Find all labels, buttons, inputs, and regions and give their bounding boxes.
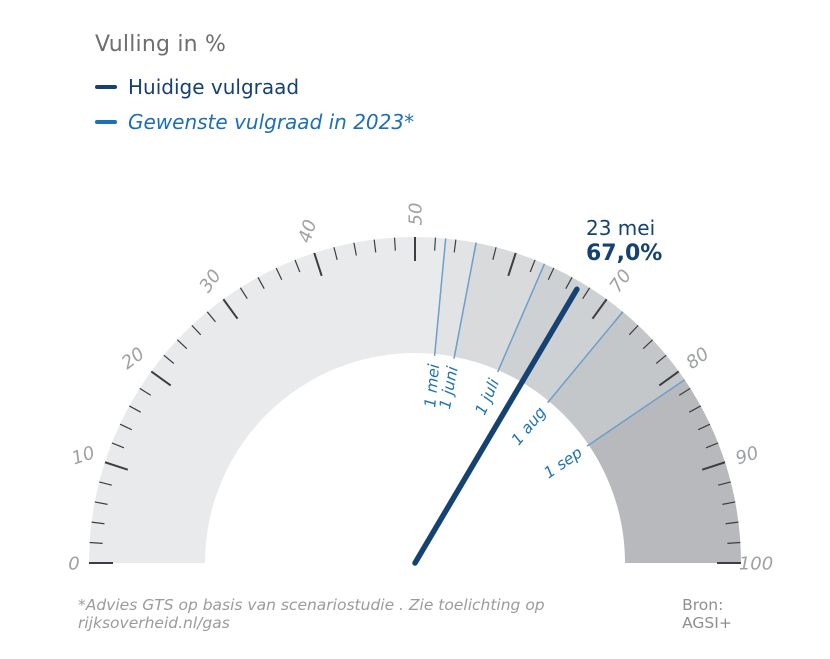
gauge-tick bbox=[725, 521, 739, 525]
gauge-tick bbox=[492, 247, 497, 260]
gauge-tick bbox=[705, 442, 719, 449]
gauge-tick bbox=[91, 521, 105, 525]
axis-tick-label: 50 bbox=[405, 203, 426, 226]
footer: *Advies GTS op basis van scenariostudie … bbox=[78, 596, 775, 632]
gauge-tick bbox=[655, 354, 667, 364]
target-date-label: 1 aug bbox=[508, 403, 550, 448]
gauge-tick bbox=[191, 324, 202, 336]
gauge-tick bbox=[565, 277, 573, 290]
gauge-band bbox=[89, 237, 446, 563]
gauge-band bbox=[548, 311, 685, 445]
gauge-tick bbox=[727, 541, 741, 544]
gauge-band bbox=[454, 242, 545, 371]
gauge-tick bbox=[111, 442, 125, 449]
gauge-tick bbox=[206, 311, 216, 323]
gauge-tick bbox=[176, 339, 188, 350]
gauge-tick bbox=[333, 247, 338, 260]
target-line bbox=[586, 379, 686, 447]
target-line bbox=[453, 242, 477, 359]
gauge-tick bbox=[453, 239, 457, 253]
gauge-tick bbox=[294, 259, 301, 273]
gauge-tick bbox=[139, 387, 152, 396]
target-date-label: 1 juli bbox=[472, 375, 504, 417]
target-date-label: 1 sep bbox=[541, 443, 586, 482]
legend-item-current: Huidige vulgraad bbox=[95, 75, 414, 99]
gauge-tick bbox=[150, 370, 172, 387]
axis-tick-label: 70 bbox=[606, 266, 636, 297]
gauge-tick bbox=[722, 501, 736, 505]
axis-tick-label: 80 bbox=[682, 343, 713, 373]
gauge-tick bbox=[628, 324, 639, 336]
gauge-tick bbox=[257, 277, 265, 290]
gauge-tick bbox=[393, 237, 396, 251]
legend-item-target: Gewenste vulgraad in 2023* bbox=[95, 110, 414, 134]
gauge-tick bbox=[688, 405, 701, 413]
legend-label-current: Huidige vulgraad bbox=[128, 75, 300, 99]
target-line bbox=[547, 311, 624, 404]
gauge-band bbox=[434, 238, 477, 357]
target-line bbox=[433, 238, 447, 356]
gauge-band bbox=[588, 379, 741, 563]
target-line-swatch-icon bbox=[95, 120, 117, 124]
gauge-tick bbox=[658, 370, 680, 387]
gauge-tick bbox=[222, 298, 239, 320]
legend: Huidige vulgraad Gewenste vulgraad in 20… bbox=[95, 75, 414, 134]
axis-tick-label: 90 bbox=[733, 442, 761, 469]
gauge-tick bbox=[591, 298, 608, 320]
gauge-tick bbox=[89, 541, 103, 544]
footnote: *Advies GTS op basis van scenariostudie … bbox=[78, 596, 545, 632]
gauge-tick bbox=[642, 339, 654, 350]
gauge-tick bbox=[701, 461, 726, 471]
axis-tick-label: 10 bbox=[69, 442, 97, 469]
gauge-tick bbox=[104, 461, 129, 471]
axis-tick-label: 40 bbox=[294, 217, 321, 245]
current-line-swatch-icon bbox=[95, 85, 117, 89]
legend-label-target: Gewenste vulgraad in 2023* bbox=[128, 110, 415, 134]
current-value-label: 67,0% bbox=[586, 240, 663, 266]
gauge-tick bbox=[434, 237, 437, 251]
gauge-tick bbox=[119, 423, 133, 431]
target-line bbox=[496, 263, 546, 373]
gauge-tick bbox=[94, 501, 108, 505]
gauge-tick bbox=[163, 354, 175, 364]
gauge-tick bbox=[678, 387, 691, 396]
gauge-tick bbox=[239, 287, 248, 300]
axis-tick-label: 0 bbox=[68, 553, 79, 574]
axis-tick-label: 30 bbox=[195, 266, 225, 297]
axis-tick-label: 100 bbox=[739, 553, 773, 574]
gauge-tick bbox=[697, 423, 711, 431]
source-label: Bron: AGSI+ bbox=[682, 596, 732, 632]
axis-tick-label: 20 bbox=[118, 343, 149, 373]
current-value-annotation: 23 mei 67,0% bbox=[586, 216, 663, 267]
gauge-tick bbox=[275, 267, 283, 281]
gauge-tick bbox=[507, 252, 517, 277]
gauge-tick bbox=[547, 267, 555, 281]
gauge-tick bbox=[99, 481, 112, 486]
gauge-tick bbox=[582, 287, 591, 300]
current-date-label: 23 mei bbox=[586, 216, 656, 240]
gauge-tick bbox=[529, 259, 536, 273]
gauge-tick bbox=[373, 239, 377, 253]
gauge-tick bbox=[353, 242, 357, 256]
gauge-tick bbox=[718, 481, 731, 486]
gauge-tick bbox=[129, 405, 142, 413]
gauge-tick bbox=[313, 252, 323, 277]
chart-title: Vulling in % bbox=[95, 32, 227, 57]
gauge-needle bbox=[412, 286, 580, 566]
target-date-label: 1 mei bbox=[421, 362, 443, 408]
header: Vulling in % Huidige vulgraad Gewenste v… bbox=[95, 32, 414, 145]
